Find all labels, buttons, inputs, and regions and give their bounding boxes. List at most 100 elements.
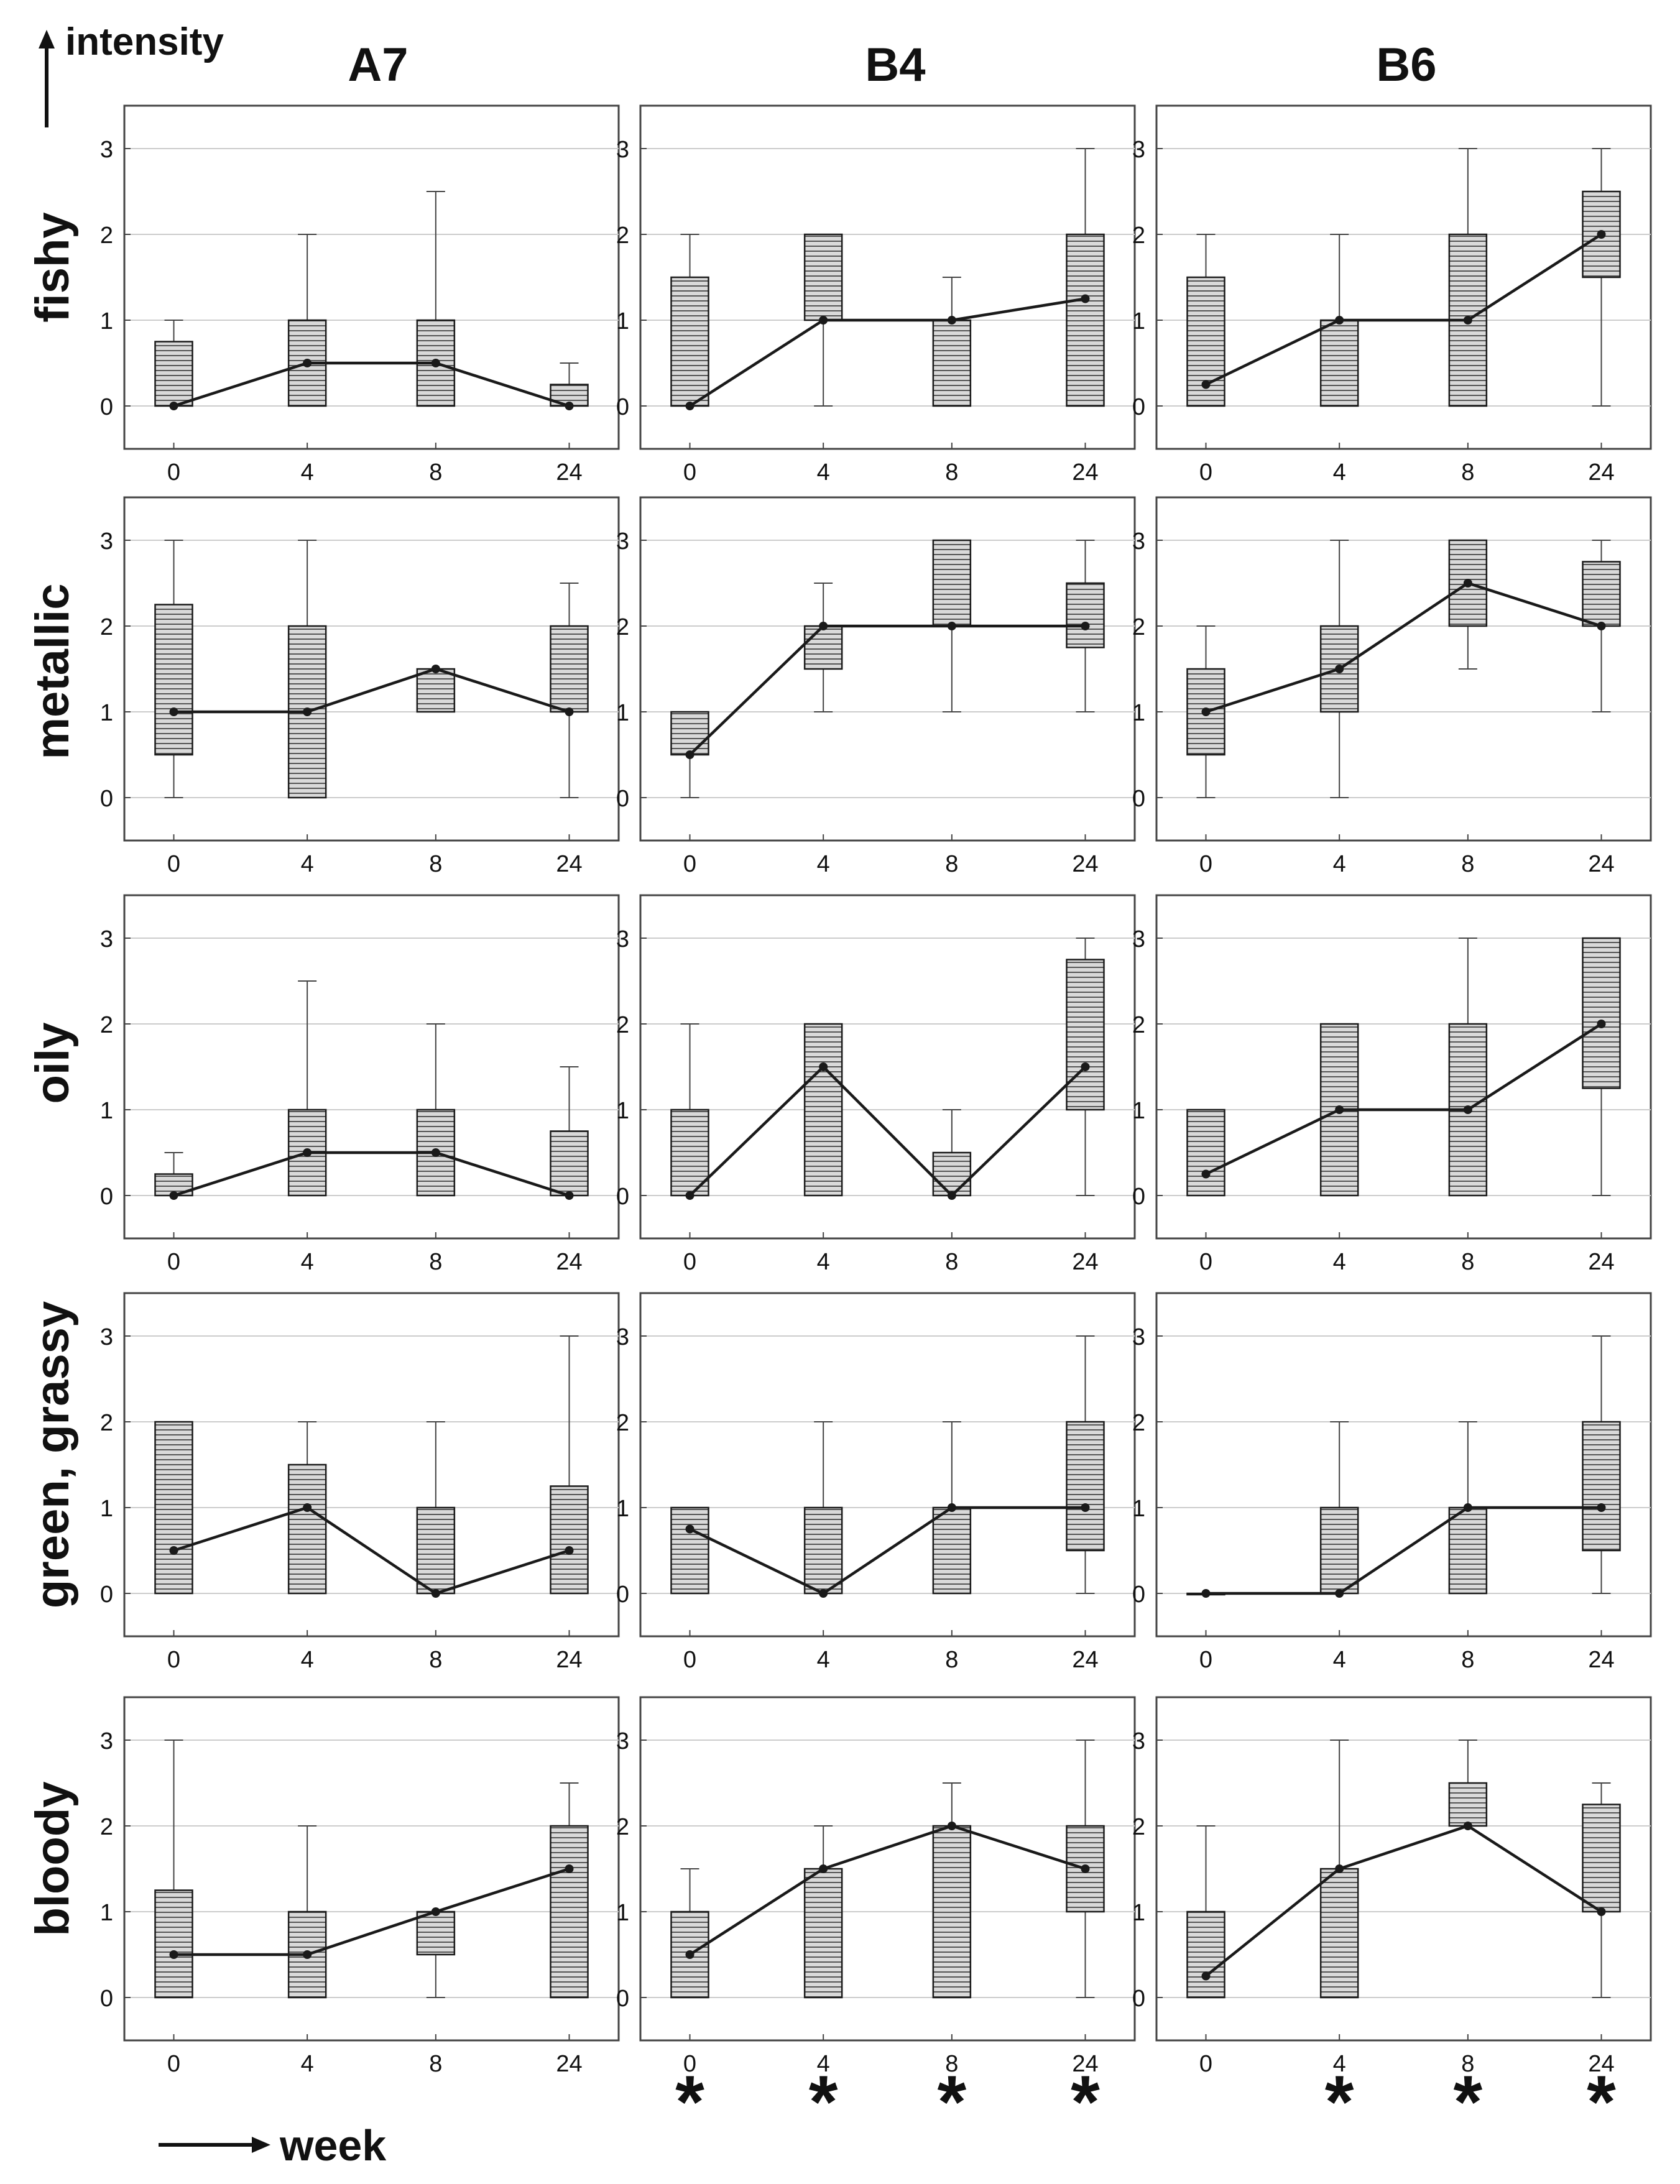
panel-fishy-b6: 0 1 2 3 0 4 8 24 bbox=[1132, 104, 1652, 486]
y-tick-label: 2 bbox=[616, 223, 629, 249]
median-point-week-24 bbox=[565, 707, 574, 716]
median-line bbox=[173, 667, 570, 714]
x-tick-label: 24 bbox=[1072, 1647, 1098, 1673]
y-tick-label: 1 bbox=[616, 1900, 629, 1926]
median-point-week-0 bbox=[1201, 1169, 1211, 1179]
x-tick-label: 0 bbox=[683, 2051, 696, 2077]
y-tick-label: 0 bbox=[100, 786, 113, 812]
median-point-week-8 bbox=[947, 1822, 956, 1830]
y-tick-label: 2 bbox=[1132, 1012, 1145, 1038]
panel-frame bbox=[123, 1292, 620, 1638]
panel-green-grassy-b4: 0 1 2 3 0 4 8 24 bbox=[616, 1292, 1136, 1673]
row-label-metallic: metallic bbox=[26, 583, 79, 759]
x-tick-label: 0 bbox=[683, 1647, 696, 1673]
panel-metallic-a7: 0 1 2 3 0 4 8 24 bbox=[100, 496, 620, 877]
x-tick-label: 4 bbox=[817, 459, 830, 486]
x-tick-label: 0 bbox=[683, 1249, 696, 1275]
median-point-week-24 bbox=[1081, 1864, 1090, 1873]
box-week-0 bbox=[1186, 1108, 1225, 1197]
median-point-week-4 bbox=[1335, 316, 1344, 325]
y-tick-label: 2 bbox=[616, 614, 629, 640]
panel-frame bbox=[123, 104, 620, 450]
x-tick-label: 4 bbox=[301, 1249, 314, 1275]
significance-asterisk-b4-week-0: * bbox=[675, 2060, 704, 2144]
x-tick-label: 24 bbox=[556, 1647, 582, 1673]
median-point-week-24 bbox=[1597, 1020, 1606, 1028]
x-tick-label: 4 bbox=[817, 851, 830, 877]
panel-frame bbox=[639, 1696, 1136, 2042]
y-tick-label: 3 bbox=[1132, 926, 1145, 952]
median-point-week-8 bbox=[947, 622, 956, 630]
median-line bbox=[1205, 1824, 1602, 1978]
median-point-week-8 bbox=[1463, 1822, 1472, 1830]
y-tick-label: 3 bbox=[100, 926, 113, 952]
panel-fishy-b4: 0 1 2 3 0 4 8 24 bbox=[616, 104, 1136, 486]
box-week-24 bbox=[550, 625, 589, 713]
column-header-a7: A7 bbox=[348, 39, 408, 91]
median-point-week-24 bbox=[1081, 1062, 1090, 1071]
x-tick-label: 8 bbox=[429, 1647, 442, 1673]
week-indicator: week bbox=[159, 2121, 386, 2170]
median-point-week-4 bbox=[819, 622, 828, 630]
panel-green-grassy-a7: 0 1 2 3 0 4 8 24 bbox=[100, 1292, 620, 1673]
y-tick-label: 2 bbox=[100, 1012, 113, 1038]
median-point-week-24 bbox=[1081, 294, 1090, 303]
y-tick-label: 1 bbox=[1132, 700, 1145, 726]
median-point-week-0 bbox=[1201, 1971, 1211, 1981]
panel-frame bbox=[1155, 496, 1652, 842]
panel-oily-b4: 0 1 2 3 0 4 8 24 bbox=[616, 894, 1136, 1275]
y-tick-label: 2 bbox=[100, 614, 113, 640]
x-tick-label: 0 bbox=[1199, 2051, 1212, 2077]
box-week-8 bbox=[1448, 1782, 1488, 1827]
median-point-week-8 bbox=[947, 1191, 956, 1200]
median-line bbox=[173, 361, 570, 408]
median-point-week-4 bbox=[819, 1864, 828, 1873]
median-point-week-8 bbox=[431, 1148, 440, 1157]
x-tick-label: 8 bbox=[1461, 851, 1474, 877]
y-tick-label: 2 bbox=[1132, 1814, 1145, 1840]
y-tick-label: 3 bbox=[1132, 137, 1145, 163]
median-line bbox=[689, 1506, 1086, 1595]
x-tick-label: 24 bbox=[1588, 1249, 1614, 1275]
panel-frame bbox=[639, 104, 1136, 450]
box-week-0 bbox=[154, 1421, 193, 1595]
box-week-4 bbox=[803, 1023, 843, 1197]
y-tick-label: 2 bbox=[1132, 614, 1145, 640]
y-tick-label: 2 bbox=[1132, 1410, 1145, 1436]
box-week-8 bbox=[932, 1151, 972, 1197]
significance-markers: * * * * * * * bbox=[675, 2060, 1616, 2144]
box-week-0 bbox=[154, 341, 193, 407]
median-line bbox=[688, 1064, 1087, 1198]
y-tick-label: 3 bbox=[616, 1324, 629, 1350]
significance-asterisk-b6-week-24: * bbox=[1587, 2060, 1616, 2144]
median-point-week-24 bbox=[1597, 1503, 1606, 1512]
panel-frame bbox=[1155, 894, 1652, 1240]
median-point-week-0 bbox=[1201, 1589, 1211, 1598]
x-tick-label: 24 bbox=[556, 2051, 582, 2077]
y-tick-label: 2 bbox=[100, 223, 113, 249]
y-tick-label: 3 bbox=[1132, 528, 1145, 555]
panel-frame bbox=[1155, 1292, 1652, 1638]
x-tick-label: 8 bbox=[1461, 2051, 1474, 2077]
median-point-week-24 bbox=[1081, 622, 1090, 630]
x-tick-label: 8 bbox=[945, 2051, 958, 2077]
median-line bbox=[1205, 233, 1602, 386]
panel-frame bbox=[123, 894, 620, 1240]
x-tick-label: 8 bbox=[945, 459, 958, 486]
x-tick-label: 4 bbox=[817, 1647, 830, 1673]
median-line bbox=[689, 1824, 1086, 1956]
y-tick-label: 1 bbox=[616, 1496, 629, 1522]
median-point-week-0 bbox=[169, 707, 178, 716]
significance-asterisk-b4-week-8: * bbox=[937, 2060, 966, 2144]
y-tick-label: 3 bbox=[100, 1728, 113, 1754]
x-tick-label: 4 bbox=[1333, 2051, 1346, 2077]
row-label-green-grassy: green, grassy bbox=[26, 1301, 79, 1608]
median-point-week-24 bbox=[565, 1191, 574, 1200]
significance-asterisk-b4-week-4: * bbox=[809, 2060, 838, 2144]
row-label-fishy: fishy bbox=[26, 212, 79, 322]
median-point-week-4 bbox=[303, 707, 312, 716]
x-tick-label: 8 bbox=[429, 459, 442, 486]
y-tick-label: 2 bbox=[100, 1410, 113, 1436]
x-tick-label: 0 bbox=[167, 1647, 180, 1673]
